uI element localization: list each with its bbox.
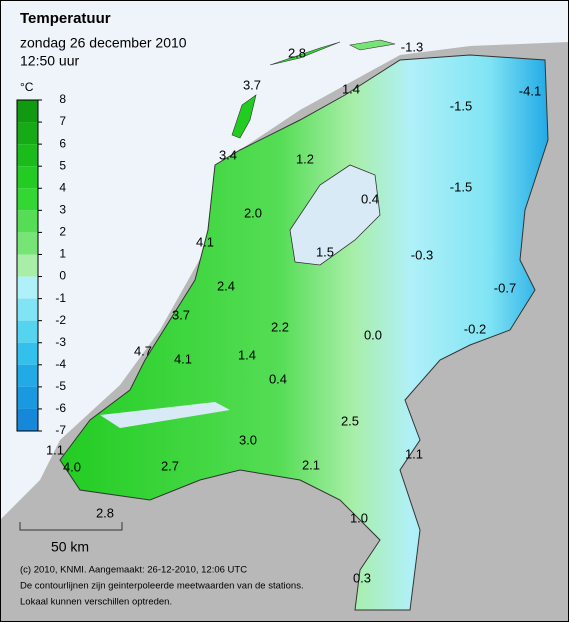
- station-value: 1.1: [405, 446, 423, 461]
- footer-line: Lokaal kunnen verschillen optreden.: [20, 597, 172, 608]
- island: [269, 41, 341, 66]
- station-value: -4.1: [519, 83, 541, 98]
- station-value: 1.1: [46, 442, 64, 457]
- legend-band: [17, 210, 38, 233]
- legend-tick-label: 1: [59, 247, 66, 261]
- ijsselmeer: [289, 164, 381, 266]
- legend: 8 7 6 5 4 3 2 1 0 -1 -2 -3 -4 -5 -6 -7: [16, 92, 66, 437]
- legend-tick-label: 6: [59, 136, 66, 150]
- legend-band: [17, 166, 38, 189]
- station-value: 1.5: [316, 244, 334, 259]
- legend-tick-label: -1: [55, 291, 66, 305]
- legend-band: [17, 298, 38, 321]
- legend-tick-label: -2: [55, 313, 66, 327]
- station-value: 2.7: [161, 458, 179, 473]
- date: zondag 26 december 2010: [20, 35, 187, 51]
- legend-tick-label: -4: [55, 357, 66, 371]
- legend-tick-label: 0: [59, 269, 66, 283]
- station-value: 2.4: [217, 278, 235, 293]
- legend-tick-label: 8: [59, 92, 66, 106]
- station-value: 3.0: [239, 432, 257, 447]
- legend-border: [16, 99, 39, 432]
- station-value: 3.7: [243, 77, 261, 92]
- station-value: 2.8: [288, 45, 306, 60]
- netherlands: [59, 54, 549, 611]
- time: 12:50 uur: [20, 53, 79, 69]
- legend-tick-label: 7: [59, 114, 66, 128]
- station-value: 3.7: [172, 307, 190, 322]
- legend-band: [17, 122, 38, 145]
- legend-band: [17, 100, 38, 123]
- station-value: 1.0: [350, 510, 368, 525]
- westerschelde: [100, 402, 230, 428]
- station-value: 2.8: [96, 505, 114, 520]
- legend-band: [17, 144, 38, 167]
- station-value: 2.2: [271, 319, 289, 334]
- legend-band: [17, 276, 38, 299]
- legend-tick-label: -6: [55, 401, 66, 415]
- legend-tick-label: 4: [59, 180, 66, 194]
- legend-band: [17, 386, 38, 409]
- station-value: -0.3: [411, 247, 433, 262]
- station-value: 2.0: [244, 205, 262, 220]
- sea: [0, 0, 569, 520]
- island: [231, 94, 257, 139]
- station-value: -0.7: [494, 280, 516, 295]
- footer-line: (c) 2010, KNMI. Aangemaakt: 26-12-2010, …: [20, 565, 247, 576]
- legend-tick-label: 5: [59, 158, 66, 172]
- station-value: 2.1: [302, 457, 320, 472]
- station-value: -1.3: [401, 39, 423, 54]
- station-value: 1.4: [342, 81, 360, 96]
- legend-tick-label: -5: [55, 379, 66, 393]
- legend-tick-label: -3: [55, 335, 66, 349]
- footer-line: De contourlijnen zijn geinterpoleerde me…: [20, 581, 304, 592]
- legend-band: [17, 320, 38, 343]
- station-value: -1.5: [450, 98, 472, 113]
- legend-band: [17, 232, 38, 255]
- station-value: 4.7: [134, 343, 152, 358]
- legend-band: [17, 188, 38, 211]
- station-value: 4.1: [174, 351, 192, 366]
- legend-band: [17, 254, 38, 277]
- station-value: 1.4: [238, 347, 256, 362]
- legend-tick-label: 2: [59, 225, 66, 239]
- station-value: 3.4: [219, 147, 237, 162]
- station-value: 0.0: [364, 327, 382, 342]
- legend-band: [17, 408, 38, 431]
- station-labels: 2.8 -1.3 3.7 1.4 -1.5 -4.1 3.4 1.2 2.0 0…: [46, 39, 541, 585]
- scale-label: 50 km: [51, 539, 89, 555]
- station-value: 0.4: [269, 371, 287, 386]
- station-value: 4.1: [196, 234, 214, 249]
- legend-band: [17, 342, 38, 365]
- station-value: 2.5: [341, 413, 359, 428]
- legend-tick-label: 3: [59, 203, 66, 217]
- legend-unit: °C: [20, 80, 34, 94]
- scale-bar: [19, 522, 123, 531]
- station-value: -0.2: [464, 321, 486, 336]
- station-value: 4.0: [63, 459, 81, 474]
- station-value: 1.2: [296, 151, 314, 166]
- legend-band: [17, 364, 38, 387]
- station-value: 0.4: [361, 191, 379, 206]
- legend-tick-label: -7: [55, 423, 66, 437]
- title: Temperatuur: [20, 10, 111, 27]
- island: [349, 39, 396, 51]
- station-value: 0.3: [353, 570, 371, 585]
- station-value: -1.5: [450, 179, 472, 194]
